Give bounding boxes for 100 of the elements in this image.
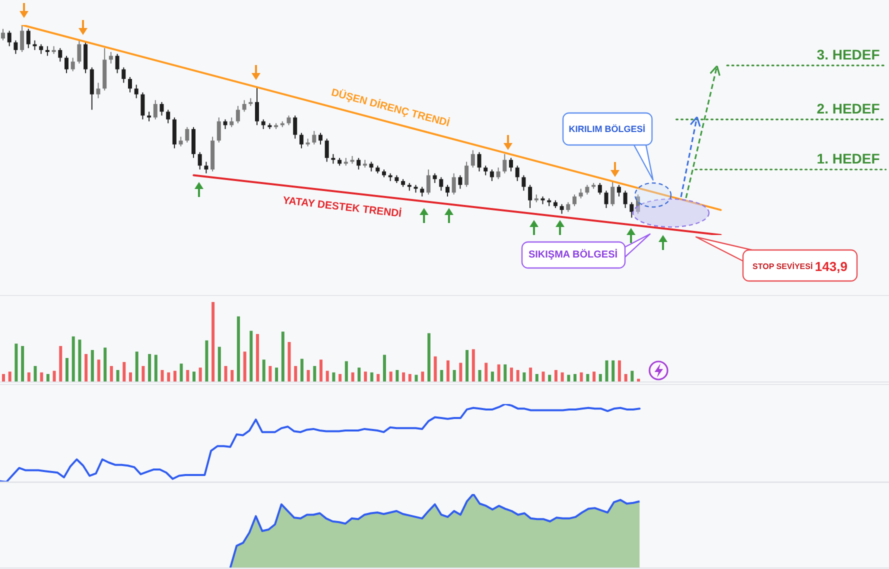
- bar: [27, 372, 30, 382]
- bar: [618, 360, 621, 382]
- bar: [306, 370, 310, 382]
- bar: [446, 360, 450, 382]
- bar: [230, 370, 234, 382]
- candlestick: [318, 132, 322, 145]
- bar: [414, 374, 418, 382]
- candlestick: [293, 115, 298, 140]
- bar: [275, 368, 278, 382]
- bar: [612, 360, 615, 382]
- candlestick: [432, 172, 437, 184]
- candlestick: [490, 168, 494, 182]
- candlestick: [236, 105, 240, 124]
- candlestick: [464, 161, 469, 188]
- candlestick: [45, 46, 50, 56]
- text: SIKIŞMA BÖLGESİ: [528, 248, 618, 260]
- candlestick: [566, 202, 570, 212]
- bar: [154, 354, 158, 382]
- bar: [605, 360, 608, 382]
- candlestick: [147, 111, 152, 122]
- bar: [560, 372, 564, 382]
- bar: [262, 360, 266, 382]
- bar: [110, 366, 113, 382]
- text: YATAY DESTEK TRENDİ: [282, 194, 402, 220]
- bar: [212, 302, 215, 382]
- candlestick: [572, 194, 576, 207]
- bar: [542, 372, 545, 382]
- candlestick: [77, 40, 82, 64]
- candlestick: [630, 202, 634, 218]
- bar: [529, 368, 532, 382]
- bar: [135, 352, 138, 382]
- bar: [574, 374, 576, 382]
- bar: [421, 372, 424, 382]
- bar: [21, 346, 24, 382]
- candlestick: [26, 28, 30, 49]
- bar: [504, 364, 507, 382]
- bar: [59, 346, 62, 382]
- bar: [522, 372, 526, 382]
- bar: [510, 368, 513, 382]
- bar: [236, 316, 240, 382]
- bar: [338, 374, 342, 382]
- bar: [452, 370, 456, 382]
- candlestick: [230, 116, 234, 128]
- candlestick: [286, 115, 291, 126]
- candlestick: [439, 176, 444, 192]
- candlestick: [96, 82, 100, 99]
- bar: [497, 364, 500, 382]
- bar: [408, 374, 412, 382]
- candlestick: [623, 190, 628, 209]
- candlestick: [216, 116, 221, 144]
- bar: [484, 362, 488, 382]
- bar: [8, 372, 12, 382]
- bar: [332, 372, 336, 382]
- bar: [116, 370, 120, 382]
- bar: [383, 354, 386, 382]
- candlestick: [134, 84, 138, 99]
- bar: [466, 350, 469, 382]
- bar: [630, 370, 634, 382]
- bar: [535, 374, 538, 382]
- bar: [358, 368, 361, 382]
- bar: [205, 340, 208, 382]
- bar: [66, 358, 68, 382]
- bar: [300, 358, 304, 382]
- candlestick: [198, 152, 202, 170]
- candlestick: [160, 102, 164, 116]
- bar: [97, 360, 100, 382]
- bar: [122, 362, 126, 382]
- candlestick: [446, 184, 450, 197]
- candlestick: [598, 182, 602, 196]
- bar: [586, 374, 590, 382]
- bar: [320, 360, 322, 382]
- bar: [351, 372, 354, 382]
- bar: [198, 368, 202, 382]
- bar: [250, 330, 253, 382]
- candlestick: [515, 165, 520, 182]
- candlestick: [312, 130, 316, 145]
- candlestick: [477, 152, 482, 172]
- bar: [592, 372, 596, 382]
- bar: [567, 374, 570, 382]
- bar: [427, 333, 430, 382]
- candlestick: [616, 184, 621, 197]
- bar: [40, 372, 44, 382]
- bar: [396, 370, 399, 382]
- bar: [294, 366, 298, 382]
- candlestick: [509, 157, 513, 172]
- bar: [459, 362, 462, 382]
- bar: [516, 370, 520, 382]
- bar: [389, 372, 392, 382]
- bar: [180, 364, 183, 382]
- candlestick: [58, 48, 62, 62]
- candlestick: [458, 174, 462, 190]
- bar: [402, 372, 406, 382]
- series-label: 2. HEDEF: [816, 100, 880, 116]
- candlestick: [20, 25, 24, 52]
- candlestick: [496, 167, 500, 180]
- series-label: 3. HEDEF: [816, 46, 880, 62]
- bar: [268, 366, 272, 382]
- bar: [256, 334, 259, 382]
- candlestick: [369, 161, 374, 172]
- bar: [160, 370, 164, 382]
